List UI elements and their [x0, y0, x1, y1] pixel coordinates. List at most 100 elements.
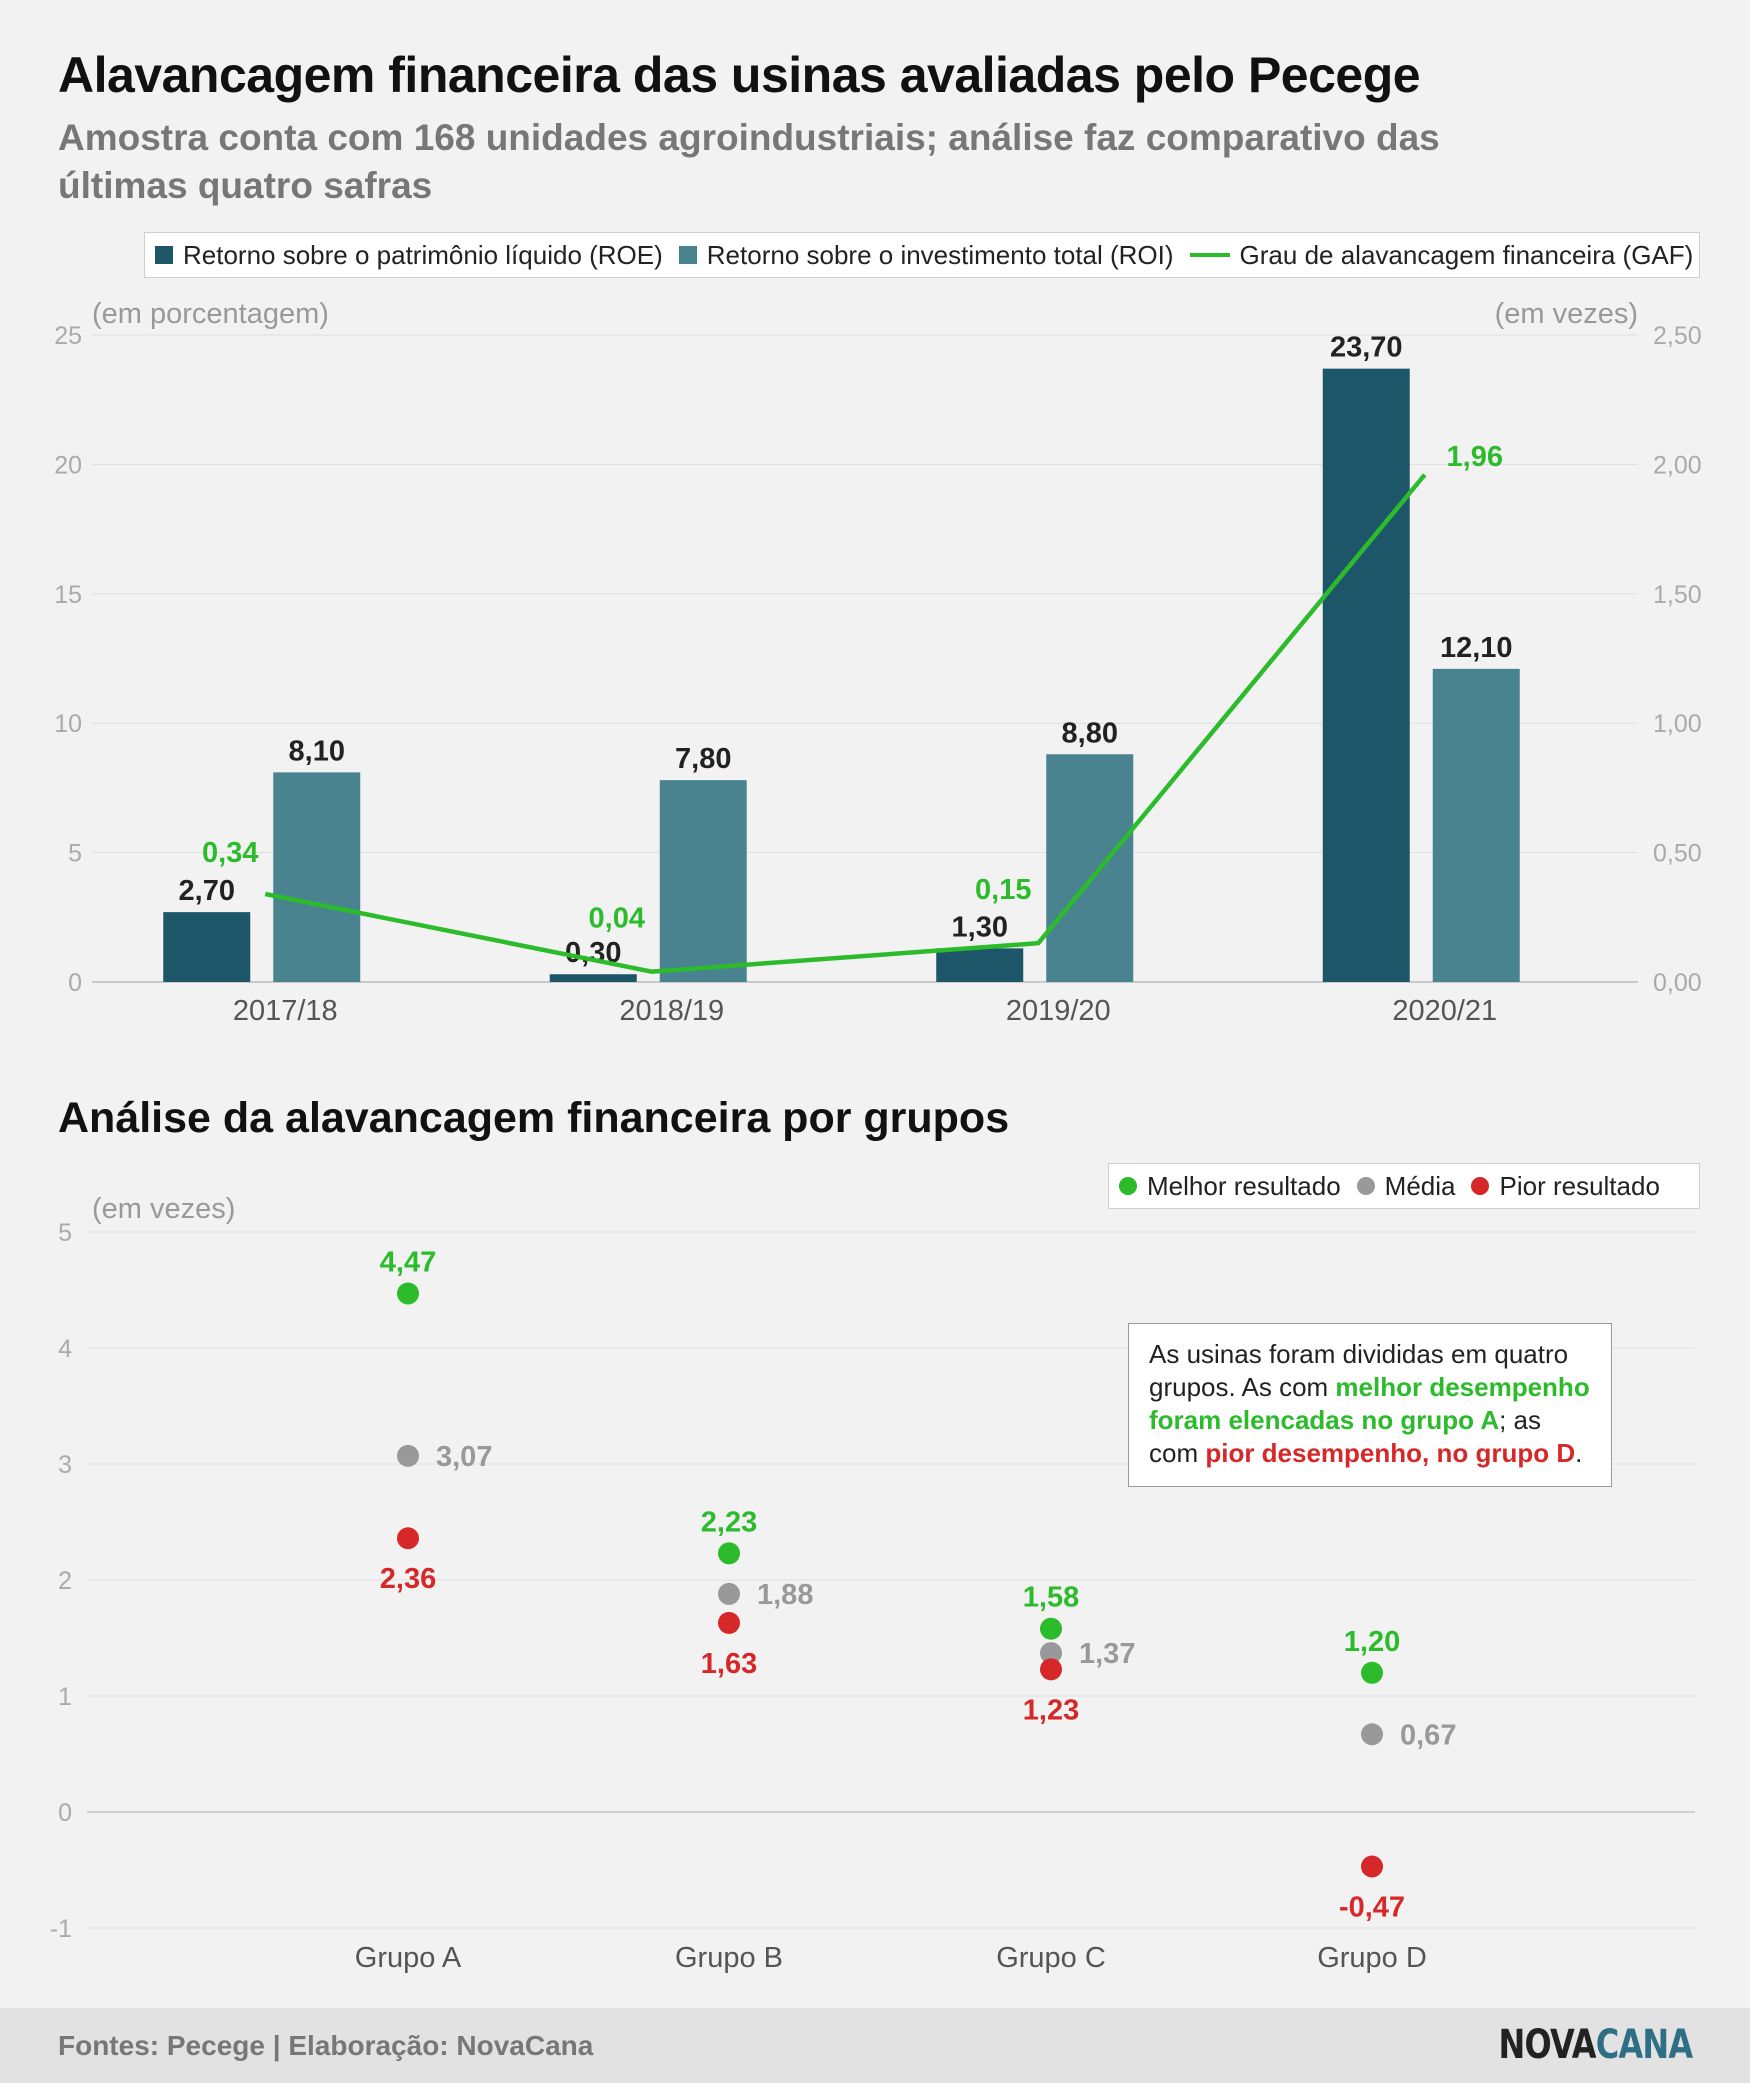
- dot-best: [1040, 1617, 1062, 1640]
- y-tick-left: 20: [54, 451, 82, 479]
- data-label-avg: 1,88: [757, 1579, 813, 1611]
- legend-label-worst: Pior resultado: [1499, 1170, 1660, 1201]
- legend-label-gaf: Grau de alavancagem financeira (GAF): [1239, 239, 1694, 270]
- dot-best: [718, 1542, 740, 1565]
- bar-roe: [936, 948, 1024, 982]
- y-tick: 4: [58, 1335, 72, 1363]
- data-label-gaf: 0,04: [589, 903, 645, 935]
- bar-roi: [1432, 668, 1520, 982]
- bar-roi: [659, 780, 747, 982]
- bar-roe: [163, 912, 251, 982]
- dot-worst: [718, 1611, 740, 1634]
- chart1-legend: Retorno sobre o patrimônio líquido (ROE)…: [144, 232, 1700, 278]
- section2-title: Análise da alavancagem financeira por gr…: [58, 1094, 1010, 1142]
- y-tick-right: 0,00: [1653, 969, 1702, 997]
- bar-roi: [1046, 754, 1134, 982]
- legend-dot-avg: [1356, 1177, 1375, 1195]
- y-tick-right: 2,00: [1653, 451, 1702, 479]
- data-label-roe: 1,30: [952, 911, 1008, 943]
- footer: Fontes: Pecege | Elaboração: NovaCana NO…: [0, 2008, 1750, 2083]
- legend-label-roi: Retorno sobre o investimento total (ROI): [706, 239, 1174, 270]
- legend-swatch-roi: [678, 246, 697, 264]
- note-text-3: .: [1575, 1438, 1583, 1468]
- y-tick-right: 1,00: [1653, 710, 1702, 738]
- data-label-roi: 12,10: [1440, 632, 1513, 664]
- footer-source: Fontes: Pecege | Elaboração: NovaCana: [58, 2030, 594, 2061]
- legend-label-best: Melhor resultado: [1147, 1170, 1341, 1201]
- note-text-red: pior desempenho, no grupo D: [1205, 1438, 1576, 1468]
- line-gaf: [264, 473, 1427, 974]
- y-tick: 3: [58, 1451, 72, 1479]
- legend-swatch-gaf: [1189, 253, 1230, 257]
- legend-label-avg: Média: [1384, 1170, 1456, 1201]
- y-tick: -1: [50, 1915, 72, 1943]
- y-tick-left: 5: [68, 840, 82, 868]
- chart2-svg: -1 0 1 2 3 4 5 (em vezes) Grupo A 4,47 3,07 2,36 Gru…: [50, 1193, 1695, 1974]
- note-text-green: melhor desempenho foram elencadas no gru…: [1149, 1372, 1590, 1435]
- y-tick-right: 0,50: [1653, 840, 1702, 868]
- data-label-gaf: 0,15: [975, 874, 1031, 906]
- dot-avg: [718, 1582, 740, 1605]
- legend-label-roe: Retorno sobre o patrimônio líquido (ROE): [183, 239, 663, 270]
- data-label-worst: 1,23: [1023, 1694, 1079, 1726]
- page-title: Alavancagem financeira das usinas avalia…: [58, 47, 1421, 103]
- legend-item-best: Melhor resultado: [1119, 1171, 1341, 1202]
- novacana-logo: NOVACANA: [1498, 2022, 1693, 2068]
- dot-avg: [397, 1444, 419, 1467]
- y-tick: 1: [58, 1683, 72, 1711]
- data-label-avg: 1,37: [1079, 1638, 1135, 1670]
- data-label-roi: 8,80: [1062, 717, 1118, 749]
- logo-part-cana: CANA: [1595, 2022, 1692, 2068]
- legend-item-roi: Retorno sobre o investimento total (ROI): [678, 239, 1174, 271]
- data-label-worst: -0,47: [1339, 1892, 1405, 1924]
- y-tick-left: 0: [68, 969, 82, 997]
- legend-dot-best: [1119, 1177, 1137, 1195]
- data-label-gaf: 1,96: [1447, 441, 1503, 473]
- dot-worst: [1361, 1855, 1383, 1878]
- x-tick-label: Grupo C: [996, 1942, 1106, 1974]
- y-tick-left: 10: [54, 710, 82, 738]
- data-label-roi: 7,80: [675, 743, 731, 775]
- y-tick-right: 1,50: [1653, 581, 1702, 609]
- chart2-legend: Melhor resultado Média Pior resultado: [1108, 1163, 1700, 1209]
- bar-roe: [549, 974, 637, 982]
- dot-avg: [1361, 1723, 1383, 1746]
- data-label-avg: 3,07: [436, 1441, 492, 1473]
- page-subtitle: Amostra conta com 168 unidades agroindus…: [58, 117, 1440, 206]
- bar-roi: [273, 772, 361, 982]
- data-label-roe: 23,70: [1330, 332, 1403, 364]
- dot-worst: [397, 1527, 419, 1550]
- x-tick-label: Grupo A: [355, 1942, 462, 1974]
- data-label-roi: 8,10: [289, 735, 345, 767]
- data-label-best: 1,58: [1023, 1582, 1079, 1614]
- data-label-best: 2,23: [701, 1506, 757, 1538]
- dot-avg: [1040, 1642, 1062, 1665]
- y-tick: 5: [58, 1219, 72, 1247]
- data-label-best: 1,20: [1344, 1626, 1400, 1658]
- legend-item-avg: Média: [1356, 1170, 1456, 1202]
- bar-roe: [1322, 368, 1410, 982]
- x-tick-label: 2019/20: [1006, 995, 1111, 1027]
- dot-best: [397, 1282, 419, 1305]
- x-tick-label: 2017/18: [233, 995, 338, 1027]
- y-tick: 0: [58, 1799, 72, 1827]
- data-label-roe: 2,70: [179, 875, 235, 907]
- x-tick-label: Grupo B: [675, 1942, 783, 1974]
- note-text-2: ; as com: [1149, 1405, 1542, 1468]
- y-axis-label-right: (em vezes): [1495, 298, 1638, 330]
- data-label-worst: 2,36: [380, 1563, 436, 1595]
- y-tick-left: 15: [54, 581, 82, 609]
- y-tick-right: 2,50: [1653, 322, 1702, 350]
- note-text-1: As usinas foram divididas em quatro grup…: [1149, 1339, 1569, 1402]
- dot-worst: [1040, 1658, 1062, 1681]
- x-tick-label: 2020/21: [1392, 995, 1497, 1027]
- chart1-svg: 0 0,00 5 0,50 10 1,00 15 1,50 20 2,00 25 2,50 (em po…: [54, 298, 1702, 1027]
- legend-dot-worst: [1471, 1177, 1490, 1195]
- y-axis-label: (em vezes): [92, 1193, 235, 1225]
- legend-item-worst: Pior resultado: [1471, 1170, 1660, 1202]
- dot-best: [1361, 1661, 1383, 1684]
- x-tick-label: Grupo D: [1317, 1942, 1427, 1974]
- data-label-gaf: 0,34: [202, 837, 258, 869]
- y-tick-left: 25: [54, 322, 82, 350]
- legend-item-gaf: Grau de alavancagem financeira (GAF): [1189, 239, 1694, 271]
